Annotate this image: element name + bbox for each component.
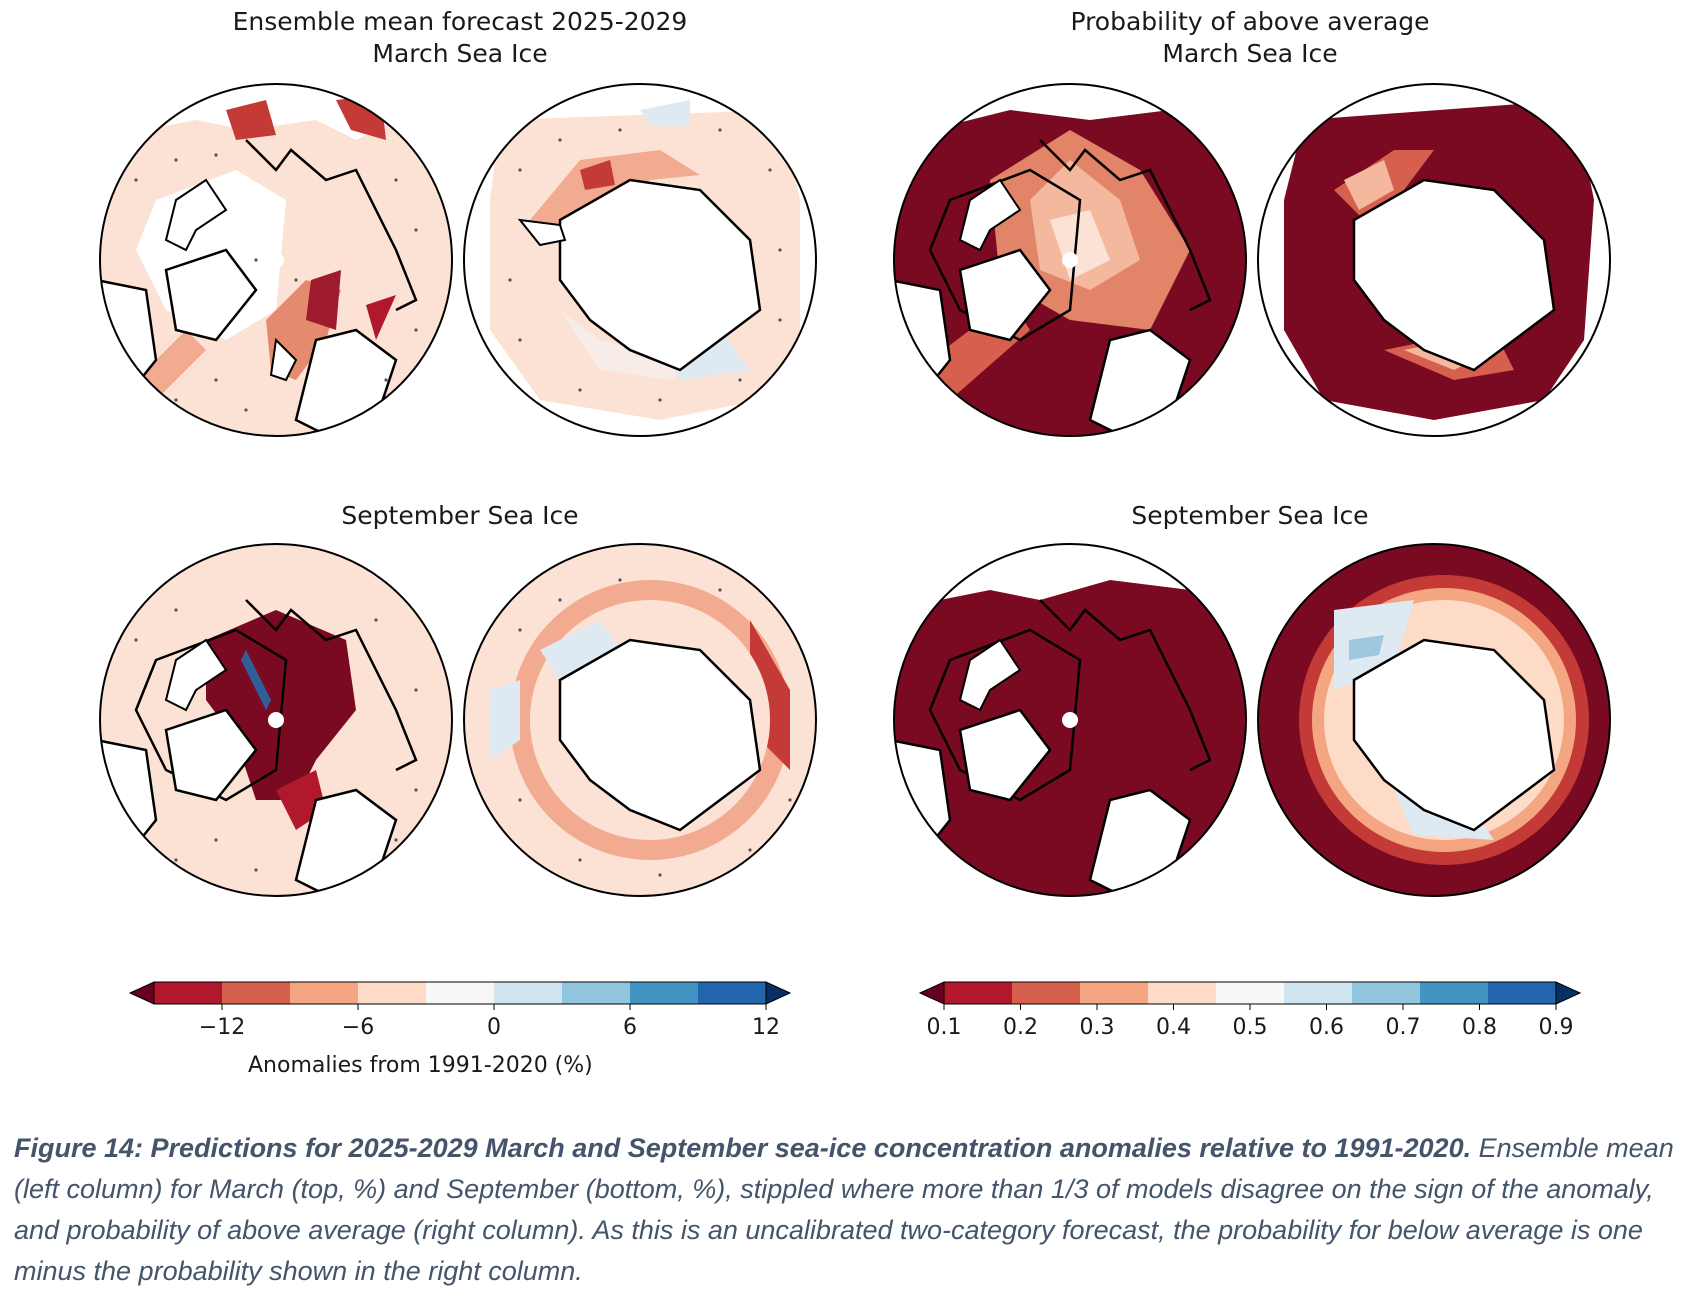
title-top-right: Probability of above average March Sea I… <box>940 6 1560 70</box>
title-top-left: Ensemble mean forecast 2025-2029 March S… <box>150 6 770 70</box>
colorbar-probability-tick-label: 0.9 <box>1539 1015 1574 1040</box>
colorbar-probability-tick-label: 0.3 <box>1080 1015 1115 1040</box>
colorbar-probability-tick-label: 0.1 <box>927 1015 962 1040</box>
colorbar-anomalies-extend-high <box>765 981 792 1005</box>
colorbar-anomalies-swatch <box>426 982 495 1004</box>
colorbar-probability-swatch <box>1216 982 1285 1004</box>
colorbar-anomalies-label: Anomalies from 1991-2020 (%) <box>248 1053 593 1078</box>
map-march-arctic-mean <box>99 83 453 437</box>
colorbar-probability-swatch <box>1012 982 1081 1004</box>
title-bottom-left: September Sea Ice <box>341 501 579 530</box>
colorbar-probability-swatch <box>1488 982 1557 1004</box>
map-march-antarctic-mean <box>463 83 817 437</box>
colorbar-anomalies-swatch <box>698 982 767 1004</box>
colorbar-anomalies-swatch <box>154 982 223 1004</box>
colorbar-anomalies-tick-label: 12 <box>752 1015 780 1040</box>
colorbar-anomalies-swatch <box>630 982 699 1004</box>
colorbar-anomalies-swatch <box>358 982 427 1004</box>
map-september-antarctic-probability <box>1257 543 1611 897</box>
colorbar-probability-swatch <box>944 982 1013 1004</box>
colorbar-probability-tick-label: 0.6 <box>1309 1015 1344 1040</box>
colorbar-probability-tick-label: 0.4 <box>1156 1015 1191 1040</box>
title-bottom-right: September Sea Ice <box>1131 501 1369 530</box>
colorbar-probability-tick-label: 0.5 <box>1233 1015 1268 1040</box>
colorbar-probability-tick-label: 0.2 <box>1003 1015 1038 1040</box>
colorbar-probability: 0.1 0.2 0.3 0.4 0.5 0.6 0.7 0.8 0.9 <box>918 981 1582 1040</box>
colorbar-anomalies-tick-label: −12 <box>199 1015 245 1040</box>
colorbar-anomalies-extend-low <box>128 981 155 1005</box>
colorbar-probability-swatch <box>1080 982 1149 1004</box>
figure-caption: Figure 14: Predictions for 2025-2029 Mar… <box>14 1128 1690 1292</box>
title-top-left-line2: March Sea Ice <box>372 39 548 68</box>
colorbar-probability-extend-low <box>918 981 945 1005</box>
map-september-antarctic-mean <box>463 543 817 897</box>
map-march-arctic-probability <box>893 83 1247 437</box>
map-september-arctic-mean <box>99 543 453 897</box>
colorbar-anomalies-swatch <box>222 982 291 1004</box>
colorbar-probability-swatch <box>1352 982 1421 1004</box>
figure-caption-bold: Figure 14: Predictions for 2025-2029 Mar… <box>14 1133 1472 1163</box>
figure-caption-text: Ensemble mean (left column) for March (t… <box>14 1133 1674 1286</box>
colorbar-anomalies: −12 −6 0 6 12 <box>128 981 792 1040</box>
colorbar-probability-tick-label: 0.8 <box>1462 1015 1497 1040</box>
title-top-right-line1: Probability of above average <box>1070 7 1430 36</box>
map-march-antarctic-probability <box>1257 83 1611 437</box>
title-top-right-line2: March Sea Ice <box>1162 39 1338 68</box>
colorbar-probability-swatch <box>1148 982 1217 1004</box>
colorbar-anomalies-swatch <box>562 982 631 1004</box>
colorbar-anomalies-tick-label: −6 <box>342 1015 374 1040</box>
colorbar-probability-swatch <box>1284 982 1353 1004</box>
colorbar-anomalies-tick-label: 6 <box>623 1015 637 1040</box>
colorbar-anomalies-tick-label: 0 <box>487 1015 501 1040</box>
colorbar-probability-extend-high <box>1555 981 1582 1005</box>
colorbar-anomalies-swatch <box>290 982 359 1004</box>
map-september-arctic-probability <box>893 543 1247 897</box>
colorbar-anomalies-swatch <box>494 982 563 1004</box>
title-top-left-line1: Ensemble mean forecast 2025-2029 <box>232 7 688 36</box>
colorbar-probability-swatch <box>1420 982 1489 1004</box>
colorbar-probability-tick-label: 0.7 <box>1386 1015 1421 1040</box>
